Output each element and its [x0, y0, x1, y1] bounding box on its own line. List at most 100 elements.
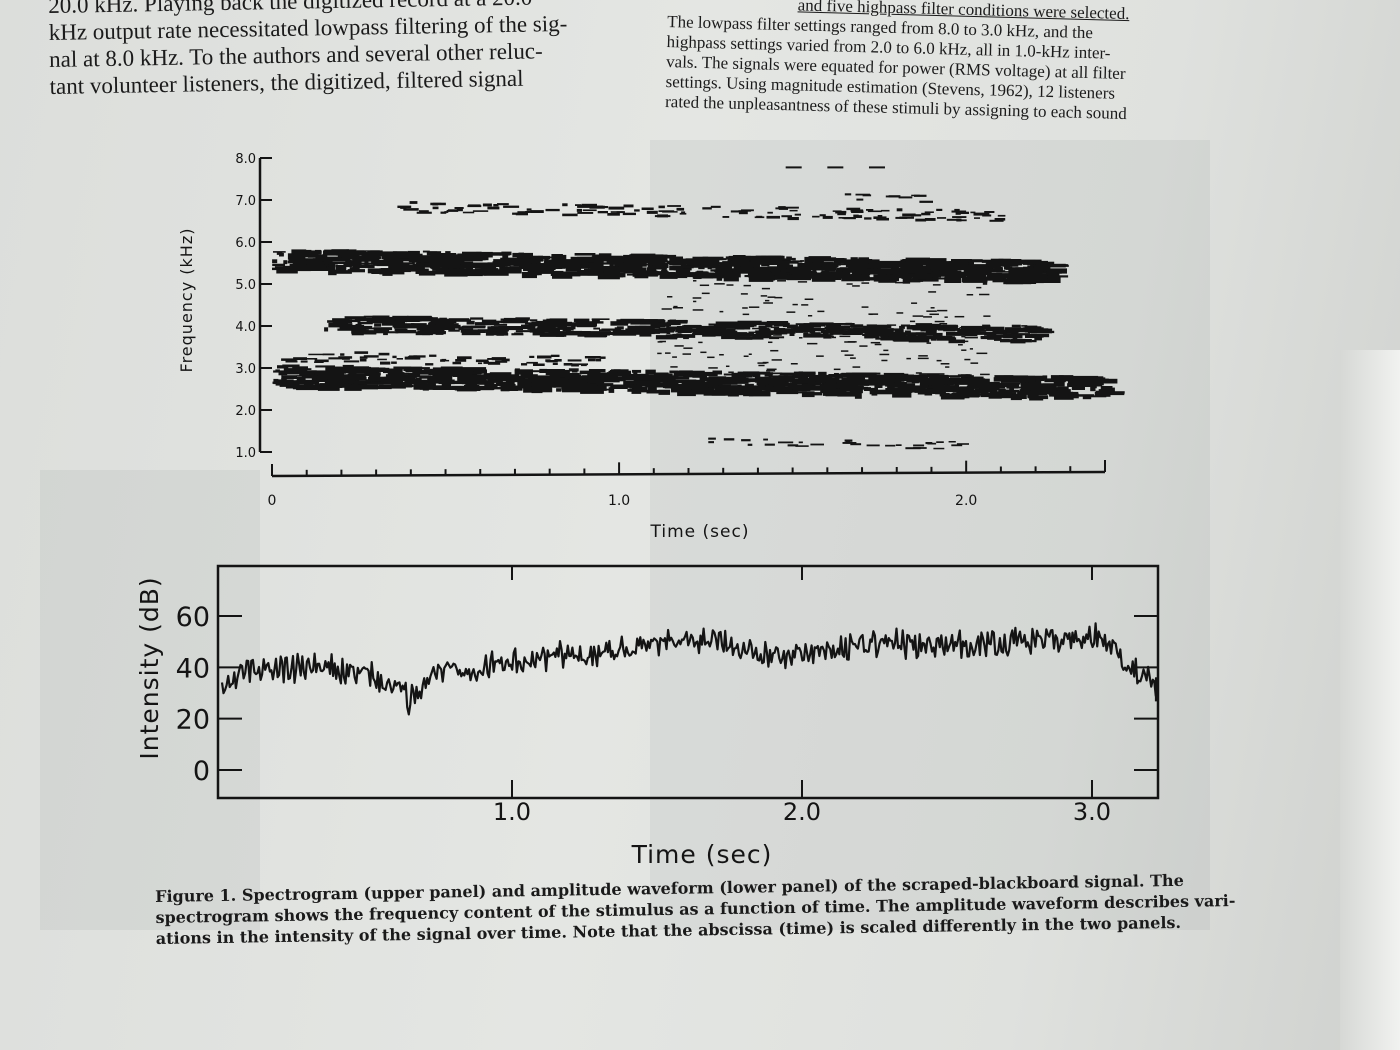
- spectrogram-blob: [932, 276, 939, 280]
- spectrogram-blob: [764, 373, 773, 377]
- spectrogram-blob: [495, 382, 506, 385]
- spectrogram-blob: [407, 315, 432, 321]
- x-tick-label: 1.0: [608, 493, 630, 509]
- spectrogram-blob: [289, 263, 316, 267]
- spectrogram-blob: [762, 361, 769, 364]
- spectrogram-blob: [770, 326, 780, 329]
- y-tick-label: 3.0: [235, 362, 256, 377]
- spectrogram-blob: [808, 328, 825, 332]
- spectrogram-blob: [631, 388, 642, 394]
- spectrogram-blob: [658, 263, 663, 268]
- spectrogram-blob: [1068, 394, 1095, 397]
- spectrogram-blob: [863, 259, 869, 266]
- spectrogram-blob: [492, 270, 503, 275]
- spectrogram-blob: [777, 264, 793, 268]
- spectrogram-blob: [763, 302, 773, 304]
- spectrogram-blob: [1059, 375, 1064, 378]
- spectrogram-blob: [829, 379, 836, 381]
- spectrogram-blob: [720, 327, 727, 332]
- spectrogram-blob: [482, 271, 487, 276]
- spectrogram-blob: [383, 368, 403, 374]
- spectrogram-blob: [881, 209, 890, 212]
- spectrogram-blob: [295, 380, 320, 385]
- spectrogram-blob: [599, 356, 606, 359]
- spectrogram-blob: [1026, 384, 1052, 390]
- spectrogram-blob: [613, 384, 636, 388]
- spectrogram-blob: [1054, 393, 1074, 400]
- spectrogram-blob: [326, 379, 346, 384]
- spectrogram-blob: [400, 253, 423, 256]
- spectrogram-blob: [868, 313, 879, 315]
- spectrogram-blob: [878, 261, 898, 268]
- spectrogram-blob: [676, 326, 693, 330]
- spectrogram-blob: [872, 324, 892, 329]
- spectrogram-blob: [861, 282, 870, 284]
- spectrogram-blob: [953, 387, 973, 391]
- spectrogram-blob: [630, 329, 643, 333]
- spectrogram-blob: [428, 258, 453, 265]
- spectrogram-blob: [553, 382, 567, 388]
- spectrogram-blob: [894, 271, 914, 277]
- spectrogram-blob: [823, 258, 847, 262]
- spectrogram-blob: [873, 328, 887, 332]
- spectrogram-blob: [616, 326, 624, 330]
- spectrogram-blob: [378, 384, 399, 388]
- spectrogram-blob: [547, 267, 563, 269]
- spectrogram-blob: [726, 284, 734, 286]
- spectrogram-blob: [787, 444, 799, 447]
- spectrogram-blob: [765, 384, 772, 391]
- spectrogram-blob: [1021, 325, 1028, 327]
- spectrogram-blob: [535, 321, 561, 324]
- spectrogram-band: [844, 193, 933, 203]
- spectrogram-blob: [399, 318, 413, 321]
- spectrogram-blob: [900, 386, 926, 393]
- spectrogram-blob: [446, 210, 459, 212]
- spectrogram-blob: [677, 390, 696, 397]
- spectrogram-blob: [477, 329, 497, 332]
- x-tick-label: 1.0: [493, 798, 531, 826]
- spectrogram-blob: [938, 263, 961, 266]
- spectrogram-blob: [857, 379, 883, 382]
- x-tick-group: 0 1.0 2.0: [268, 460, 1106, 509]
- spectrogram-blob: [281, 358, 297, 361]
- spectrogram-blob: [978, 272, 1003, 276]
- spectrogram-blob: [450, 380, 473, 385]
- spectrogram-blob: [721, 335, 741, 340]
- spectrogram-blob: [316, 257, 334, 260]
- spectrogram-blob: [897, 376, 912, 381]
- spectrogram-blob: [915, 323, 933, 325]
- spectrogram-blob: [766, 368, 777, 371]
- spectrogram-blob: [558, 326, 564, 330]
- spectrogram-blob: [836, 382, 859, 389]
- spectrogram-blob: [296, 376, 306, 383]
- spectrogram-blob: [757, 377, 766, 381]
- spectrogram-blob: [588, 358, 596, 362]
- spectrogram-blob: [471, 374, 492, 378]
- spectrogram-blob: [804, 326, 814, 329]
- spectrogram-blob: [1024, 325, 1038, 329]
- spectrogram-blob: [653, 254, 663, 257]
- spectrogram-blob: [435, 323, 459, 327]
- spectrogram-blob: [612, 257, 625, 263]
- spectrogram-blob: [844, 354, 854, 356]
- spectrogram-blob: [539, 323, 562, 328]
- spectrogram-blob: [681, 329, 692, 331]
- spectrogram-blob: [661, 308, 672, 310]
- y-tick-label: 5.0: [235, 278, 256, 293]
- spectrogram-blob: [693, 387, 711, 392]
- spectrogram-blob: [343, 374, 356, 381]
- spectrogram-blob: [941, 338, 948, 340]
- spectrogram-blob: [635, 319, 654, 324]
- spectrogram-blob: [964, 336, 978, 339]
- spectrogram-blob: [408, 259, 429, 263]
- spectrogram-blob: [959, 390, 970, 397]
- spectrogram-blob: [323, 372, 345, 375]
- spectrogram-blob: [903, 385, 929, 389]
- spectrogram-blob: [933, 332, 943, 338]
- spectrogram-blob: [800, 266, 814, 269]
- spectrogram-blob: [672, 333, 683, 336]
- spectrogram-blob: [392, 251, 408, 255]
- y-tick-label: 6.0: [235, 236, 256, 251]
- spectrogram-blob: [953, 325, 958, 330]
- spectrogram-blob: [871, 393, 878, 396]
